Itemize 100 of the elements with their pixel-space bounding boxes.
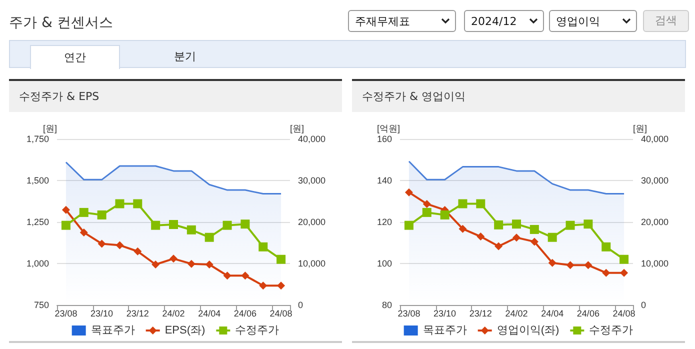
point <box>259 282 268 290</box>
point <box>512 234 520 242</box>
y-axis-title: [원] <box>42 124 57 134</box>
y-tick-label: 750 <box>34 300 49 310</box>
x-tick-label: 23/10 <box>90 308 114 318</box>
x-tick-label: 24/08 <box>612 308 636 318</box>
y2-tick-label: 30,000 <box>298 176 326 186</box>
text: 연간 <box>30 45 120 69</box>
point <box>584 220 593 229</box>
point <box>258 242 268 252</box>
point <box>566 220 575 230</box>
y2-tick-label: 20,000 <box>298 217 326 227</box>
point <box>98 240 106 248</box>
y-axis-title: [억원] <box>376 124 400 134</box>
point <box>277 282 286 290</box>
point <box>240 220 250 229</box>
text: 영업이익 <box>549 10 637 32</box>
x-tick-label: 23/08 <box>398 308 420 318</box>
point <box>548 232 557 242</box>
y-tick-label: 140 <box>376 176 392 186</box>
x-tick-label: 24/06 <box>234 308 256 318</box>
point <box>458 224 467 233</box>
x-tick-label: 24/02 <box>162 308 185 318</box>
y2-tick-label: 30,000 <box>641 176 669 186</box>
y2-tick-label: 40,000 <box>298 134 326 144</box>
y2-axis-title: [원] <box>290 124 304 134</box>
point <box>494 220 504 230</box>
point <box>404 220 414 230</box>
y-tick-label: 120 <box>376 217 392 227</box>
point <box>548 258 556 267</box>
point <box>133 199 142 208</box>
point <box>602 268 610 277</box>
point <box>276 254 286 264</box>
point <box>204 232 214 242</box>
point <box>152 260 160 268</box>
x-tick-label: 24/04 <box>198 308 221 318</box>
text: 2024/12 <box>464 10 544 32</box>
text: 주재무제표 <box>348 10 456 32</box>
point <box>620 254 629 264</box>
point <box>97 210 106 220</box>
point <box>530 224 539 234</box>
x-tick-label: 23/12 <box>126 308 149 318</box>
y-tick-label: 1,750 <box>26 134 49 144</box>
x-tick-label: 24/02 <box>505 308 528 318</box>
point <box>404 188 413 196</box>
legend-label: EPS(좌) <box>164 324 206 336</box>
point <box>61 220 70 230</box>
point <box>187 260 196 268</box>
legend-label: 목표주가 <box>90 324 135 336</box>
legend-label: 수정주가 <box>589 324 634 336</box>
point <box>422 208 432 217</box>
y-tick-label: 160 <box>376 134 392 144</box>
point <box>134 247 142 256</box>
point <box>151 220 160 230</box>
x-tick-label: 24/08 <box>270 308 292 318</box>
y2-tick-label: 0 <box>641 300 646 310</box>
point <box>602 242 611 252</box>
point <box>80 228 88 236</box>
x-tick-label: 24/04 <box>541 308 564 318</box>
y-tick-label: 1,250 <box>26 217 49 227</box>
y-tick-label: 1,000 <box>26 258 49 268</box>
point <box>476 232 485 241</box>
point <box>566 261 574 270</box>
point <box>458 199 468 208</box>
point <box>79 208 88 217</box>
x-tick-label: 23/12 <box>469 308 492 318</box>
x-tick-label: 23/10 <box>434 308 456 318</box>
x-tick-label: 24/06 <box>576 308 600 318</box>
y-tick-label: 100 <box>376 258 392 268</box>
point <box>115 199 124 208</box>
legend-label: 목표주가 <box>422 324 467 336</box>
text: 주가 & 컨센서스 <box>9 14 113 32</box>
point <box>205 260 214 268</box>
y2-axis-title: [원] <box>633 124 648 134</box>
y-tick-label: 1,500 <box>26 176 49 186</box>
text: 분기 <box>173 49 197 65</box>
point <box>584 261 592 270</box>
point <box>170 254 178 263</box>
point <box>223 272 232 280</box>
point <box>530 238 538 246</box>
point <box>440 210 450 220</box>
y2-tick-label: 0 <box>298 300 304 310</box>
legend-label: 수정주가 <box>235 324 280 336</box>
point <box>422 200 431 208</box>
point <box>476 199 486 208</box>
point <box>494 242 503 250</box>
x-tick-label: 23/08 <box>54 308 78 318</box>
chart-title: 수정주가 & EPS <box>9 81 342 112</box>
point <box>222 220 232 230</box>
point <box>116 241 124 250</box>
legend-label: 영업이익(좌) <box>496 324 560 336</box>
point <box>512 220 521 229</box>
point <box>62 206 70 214</box>
text: 검색 <box>643 10 689 32</box>
chart-title: 수정주가 & 영업이익 <box>352 81 685 112</box>
point <box>186 225 196 234</box>
point <box>620 268 628 277</box>
y-tick-label: 80 <box>382 300 392 310</box>
point <box>241 272 250 280</box>
y2-tick-label: 10,000 <box>298 258 326 268</box>
